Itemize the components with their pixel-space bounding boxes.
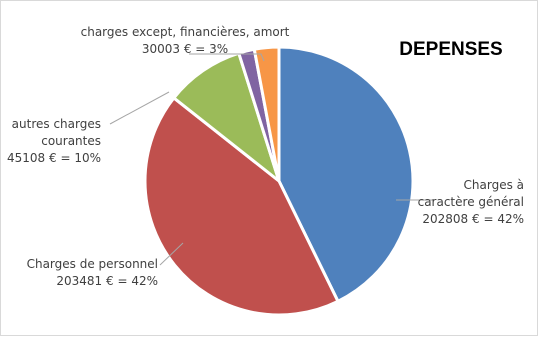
- slice-label-line: 202808 € = 42%: [422, 212, 524, 226]
- slice-label-line: charges except, financières, amort: [81, 25, 290, 39]
- slice-label-line: 45108 € = 10%: [7, 151, 101, 165]
- slice-label-autres-charges-courantes: autres charges courantes 45108 € = 10%: [7, 117, 101, 165]
- slice-label-charges-personnel: Charges de personnel 203481 € = 42%: [27, 257, 158, 288]
- slice-label-line: autres charges: [12, 117, 101, 131]
- slice-label-charges-caractere-general: Charges à caractère général 202808 € = 42%: [418, 178, 524, 226]
- slice-label-line: 203481 € = 42%: [56, 274, 158, 288]
- slice-label-line: Charges de personnel: [27, 257, 158, 271]
- leader-line: [159, 242, 184, 266]
- slice-label-line: caractère général: [418, 195, 524, 209]
- slice-financieres-amort: [252, 45, 281, 183]
- slice-label-line: courantes: [41, 134, 101, 148]
- slice-charges-personnel: [143, 96, 340, 317]
- slice-label-line: Charges à: [464, 178, 524, 192]
- leader-line: [109, 91, 170, 125]
- slice-charges-caractere-general: [277, 45, 415, 303]
- slice-label-line: 30003 € = 3%: [142, 42, 228, 56]
- slice-label-charges-except-financieres: charges except, financières, amort 30003 …: [81, 25, 290, 56]
- chart-title: DEPENSES: [399, 39, 502, 60]
- leader-line: [189, 53, 265, 62]
